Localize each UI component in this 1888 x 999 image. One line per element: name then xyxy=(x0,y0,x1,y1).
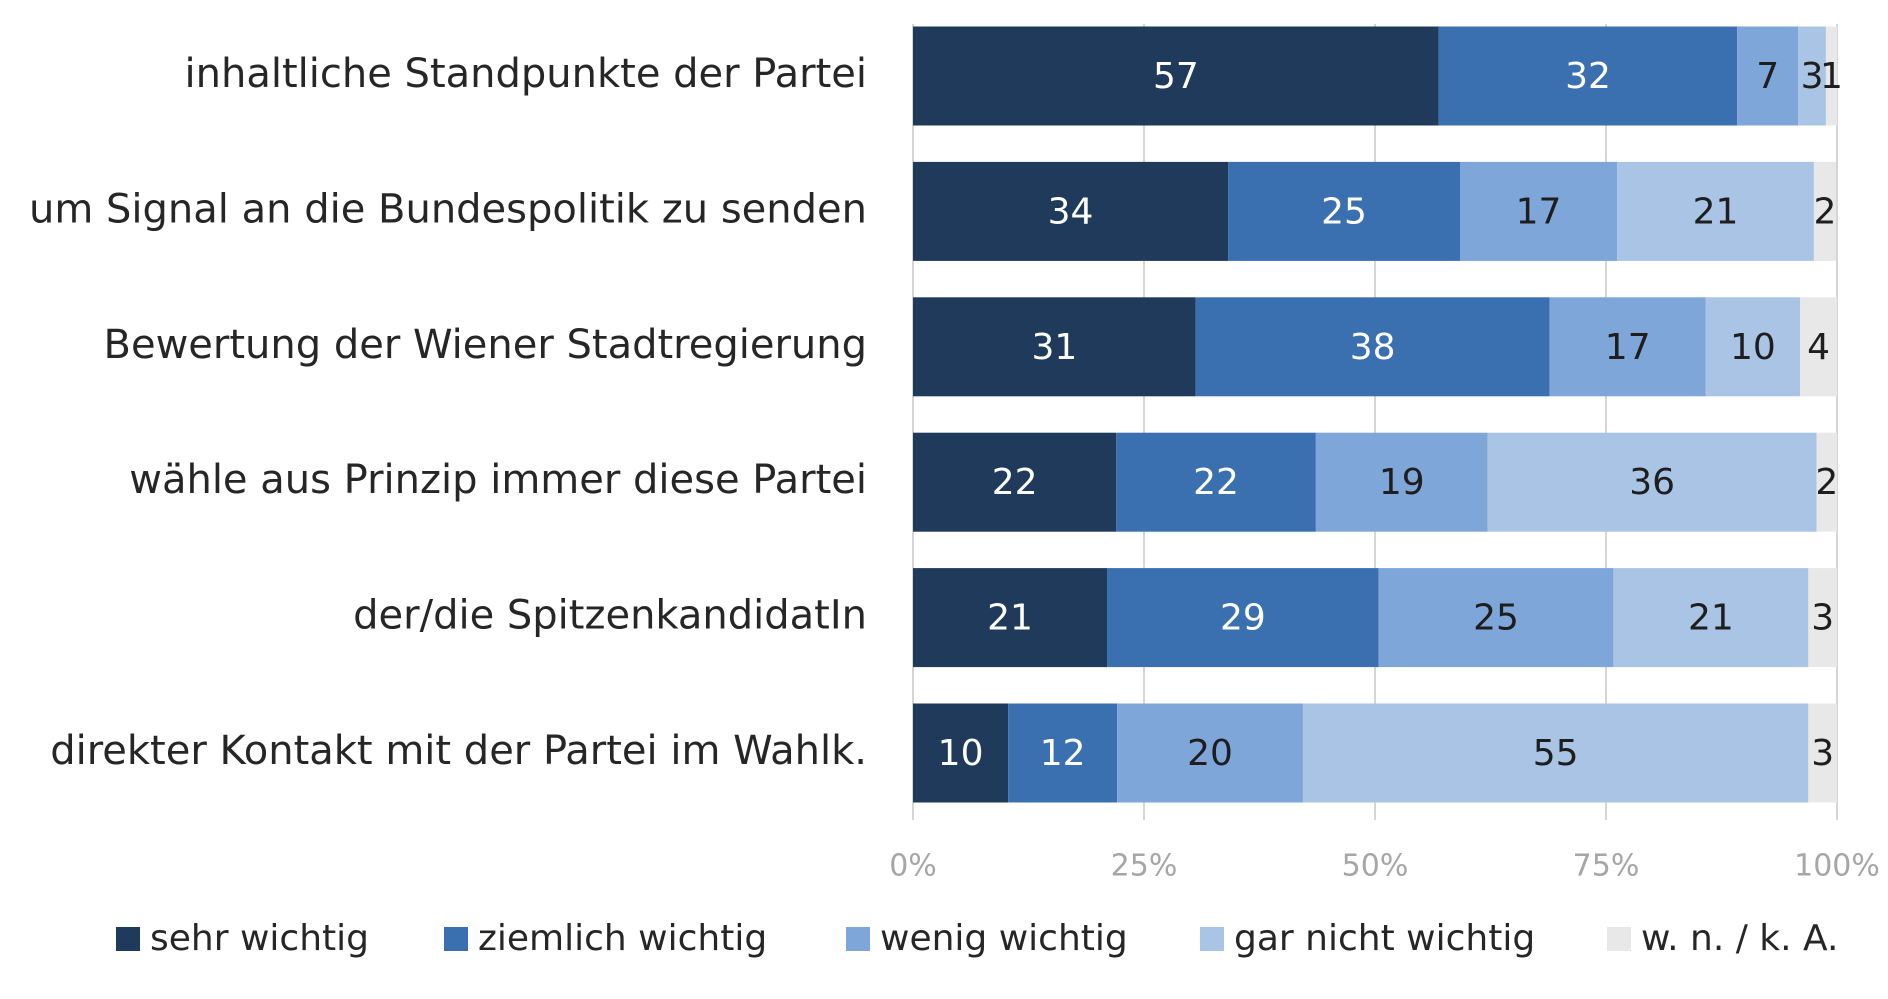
data-label: 10 xyxy=(1730,327,1776,368)
legend-label: ziemlich wichtig xyxy=(478,918,767,959)
data-label: 17 xyxy=(1516,191,1562,232)
bar-segment xyxy=(1808,703,1837,803)
bar-segment xyxy=(1798,26,1826,126)
category-label: der/die SpitzenkandidatIn xyxy=(353,593,867,639)
data-label: 4 xyxy=(1807,327,1830,368)
data-label: 22 xyxy=(1193,462,1239,503)
legend-swatch xyxy=(116,927,140,951)
bar-segment xyxy=(1808,568,1837,668)
data-label: 22 xyxy=(992,462,1038,503)
legend-label: wenig wichtig xyxy=(880,918,1128,959)
bar-segment xyxy=(1705,297,1801,397)
legend-label: sehr wichtig xyxy=(150,918,369,959)
legend-swatch xyxy=(1200,927,1224,951)
bar-segment xyxy=(1107,568,1379,668)
bar-segment xyxy=(1825,26,1837,126)
bar-segment xyxy=(913,432,1117,532)
data-label: 17 xyxy=(1605,327,1651,368)
data-label: 32 xyxy=(1565,56,1611,97)
data-label: 20 xyxy=(1187,733,1233,774)
bar-segment xyxy=(1617,161,1814,261)
data-label: 12 xyxy=(1040,733,1086,774)
bar-segment xyxy=(913,703,1009,803)
data-label: 21 xyxy=(1693,191,1739,232)
data-label: 21 xyxy=(1688,598,1734,639)
x-tick-label: 0% xyxy=(889,849,937,884)
x-tick-label: 75% xyxy=(1573,849,1640,884)
bar-segment xyxy=(1378,568,1614,668)
bar-segment xyxy=(913,26,1439,126)
data-label: 21 xyxy=(987,598,1033,639)
data-label: 3 xyxy=(1801,56,1824,97)
bar-segment xyxy=(1116,432,1316,532)
data-label: 25 xyxy=(1473,598,1519,639)
bar-segment xyxy=(1460,161,1618,261)
data-label: 38 xyxy=(1350,327,1396,368)
data-label: 25 xyxy=(1321,191,1367,232)
legend-swatch xyxy=(1607,927,1631,951)
bar-segment xyxy=(913,297,1196,397)
bar-segment xyxy=(1302,703,1809,803)
bar-segment xyxy=(913,568,1108,668)
data-label: 57 xyxy=(1153,56,1199,97)
bar-segment xyxy=(1813,161,1837,261)
data-label: 31 xyxy=(1031,327,1077,368)
legend-swatch xyxy=(846,927,870,951)
bar-segment xyxy=(1117,703,1303,803)
data-label: 10 xyxy=(938,733,984,774)
data-label: 55 xyxy=(1533,733,1579,774)
category-label: wähle aus Prinzip immer diese Partei xyxy=(129,457,867,503)
data-label: 3 xyxy=(1811,598,1834,639)
data-label: 7 xyxy=(1756,56,1779,97)
bar-segment xyxy=(1549,297,1706,397)
legend-label: gar nicht wichtig xyxy=(1234,918,1535,959)
bar-segment xyxy=(1315,432,1488,532)
data-label: 34 xyxy=(1048,191,1094,232)
bar-segment xyxy=(1737,26,1799,126)
category-label: um Signal an die Bundespolitik zu senden xyxy=(29,186,867,232)
bar-segment xyxy=(1613,568,1809,668)
bar-segment xyxy=(1816,432,1837,532)
category-label: inhaltliche Standpunkte der Partei xyxy=(185,51,867,97)
bar-segment xyxy=(1008,703,1118,803)
data-label: 2 xyxy=(1815,462,1838,503)
bar-segment xyxy=(1228,161,1461,261)
bar-segment xyxy=(1195,297,1550,397)
x-tick-label: 50% xyxy=(1342,849,1409,884)
bar-segment xyxy=(1487,432,1817,532)
bar-segment xyxy=(1800,297,1837,397)
category-label: Bewertung der Wiener Stadtregierung xyxy=(104,322,867,368)
bar-segment xyxy=(913,161,1229,261)
x-tick-label: 25% xyxy=(1111,849,1178,884)
data-label: 29 xyxy=(1220,598,1266,639)
data-label: 3 xyxy=(1811,733,1834,774)
data-label: 36 xyxy=(1629,462,1675,503)
legend-swatch xyxy=(444,927,468,951)
bar-segment xyxy=(1438,26,1738,126)
data-label: 2 xyxy=(1814,191,1837,232)
data-label: 19 xyxy=(1379,462,1425,503)
x-tick-label: 100% xyxy=(1794,849,1880,884)
category-label: direkter Kontakt mit der Partei im Wahlk… xyxy=(50,728,867,774)
data-label: 1 xyxy=(1820,56,1843,97)
legend-label: w. n. / k. A. xyxy=(1641,918,1838,959)
